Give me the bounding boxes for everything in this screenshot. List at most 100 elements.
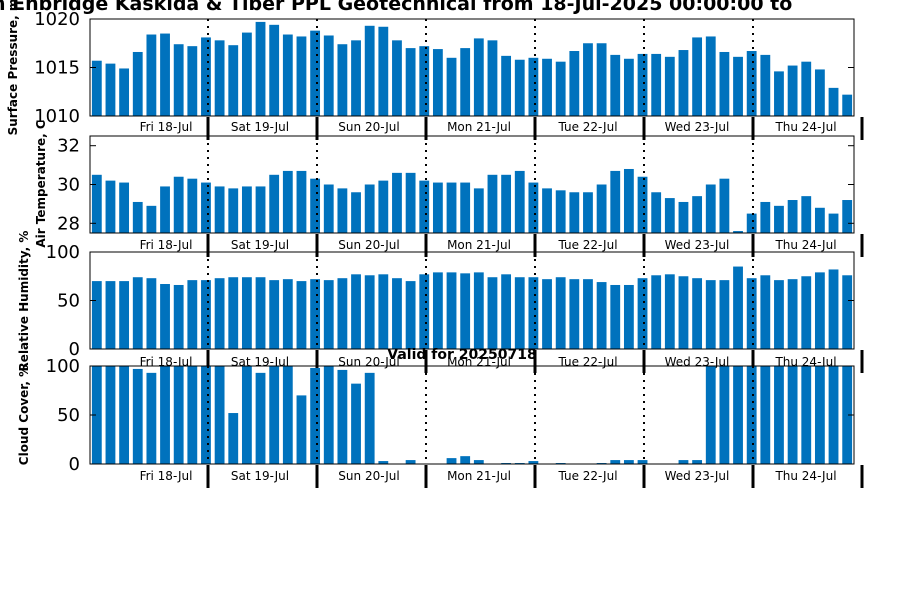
bar — [733, 56, 743, 116]
bar — [705, 280, 716, 349]
y-tick-label: 50 — [57, 405, 80, 426]
bar — [610, 460, 621, 464]
bar — [91, 281, 102, 349]
x-tick-label: Fri 18-Jul — [140, 120, 193, 134]
bar-series — [91, 21, 853, 117]
bar — [432, 49, 443, 116]
bar — [760, 201, 771, 233]
bar — [637, 53, 648, 116]
bar — [105, 366, 116, 464]
bar — [378, 26, 389, 116]
bar — [651, 192, 662, 233]
chart-panel-2: 28 30 32 Fri 18-Jul Sat 19-Jul Sun 20-Jul Mon … — [34, 120, 864, 257]
bar — [801, 366, 812, 464]
bar — [337, 369, 348, 464]
bar — [337, 44, 348, 116]
bar — [146, 205, 157, 233]
x-tick-label: Wed 23-Jul — [665, 120, 730, 134]
y-tick-label: 50 — [57, 291, 80, 312]
bar — [801, 61, 812, 116]
y-tick-label: 32 — [57, 136, 80, 157]
bar — [146, 278, 157, 349]
x-tick-label: Fri 18-Jul — [140, 469, 193, 483]
bar — [733, 231, 743, 233]
bar — [460, 456, 471, 464]
bar — [296, 170, 307, 233]
x-tick-label: Tue 22-Jul — [557, 238, 617, 252]
bar — [269, 280, 280, 349]
bar — [228, 277, 239, 349]
bar — [814, 207, 825, 233]
bar — [583, 279, 593, 349]
bar — [310, 367, 321, 464]
x-tick-label: Thu 24-Jul — [774, 469, 836, 483]
bar — [787, 200, 798, 233]
bar — [787, 279, 798, 349]
bar — [528, 182, 539, 233]
bar — [132, 201, 143, 233]
x-tick-label: Tue 22-Jul — [557, 469, 617, 483]
panel-title: Valid for 20250718 — [387, 347, 536, 363]
bar — [610, 54, 621, 116]
bar — [705, 366, 716, 464]
bar — [501, 274, 512, 349]
bar — [842, 94, 853, 116]
bar — [842, 366, 853, 464]
bar — [733, 266, 743, 349]
bar — [132, 368, 143, 464]
bar — [405, 48, 416, 116]
bar — [91, 366, 102, 464]
bar — [446, 182, 457, 233]
bar — [719, 178, 730, 233]
bar — [473, 272, 484, 349]
bar — [91, 60, 102, 116]
bar — [282, 34, 293, 116]
bar — [583, 192, 593, 233]
bar — [637, 278, 648, 349]
bar — [637, 460, 648, 464]
bar — [405, 460, 416, 464]
bar — [460, 273, 471, 349]
bar — [637, 176, 648, 233]
x-tick-label: Sat 19-Jul — [231, 120, 289, 134]
x-tick-label: Thu 24-Jul — [774, 238, 836, 252]
bar — [337, 278, 348, 349]
bar — [719, 280, 730, 349]
bar-series — [91, 266, 853, 349]
bar — [146, 372, 157, 464]
bar — [351, 383, 361, 464]
bar — [364, 372, 375, 464]
bar — [555, 190, 566, 233]
x-tick-label: Sat 19-Jul — [231, 469, 289, 483]
x-tick-label: Tue 22-Jul — [557, 355, 617, 369]
bar — [132, 277, 143, 349]
bar — [255, 277, 266, 349]
y-tick-label: 0 — [69, 339, 80, 360]
x-tick-label: Mon 21-Jul — [447, 238, 511, 252]
bar — [364, 275, 375, 349]
y-tick-label: 1015 — [34, 58, 80, 79]
bar — [542, 279, 552, 349]
y-tick-label: 1020 — [34, 9, 80, 30]
bar — [173, 176, 184, 233]
bar — [569, 279, 580, 349]
bar — [692, 278, 703, 349]
bar — [214, 40, 225, 117]
bar — [269, 174, 280, 233]
bar — [760, 54, 771, 116]
bar — [651, 275, 662, 349]
bar — [746, 278, 757, 349]
bar — [678, 276, 689, 349]
chart-panel-1: 1010 1015 1020 Fri 18-Jul Sat 19-Jul Sun 20-J… — [6, 0, 864, 140]
bar — [692, 460, 703, 464]
bar — [542, 58, 552, 116]
bar — [678, 50, 689, 116]
bar — [214, 278, 225, 349]
bar — [173, 366, 184, 464]
bar — [760, 275, 771, 349]
bar — [651, 53, 662, 116]
bar — [828, 269, 839, 349]
bar — [501, 174, 512, 233]
bar — [214, 366, 225, 464]
bar — [828, 366, 839, 464]
